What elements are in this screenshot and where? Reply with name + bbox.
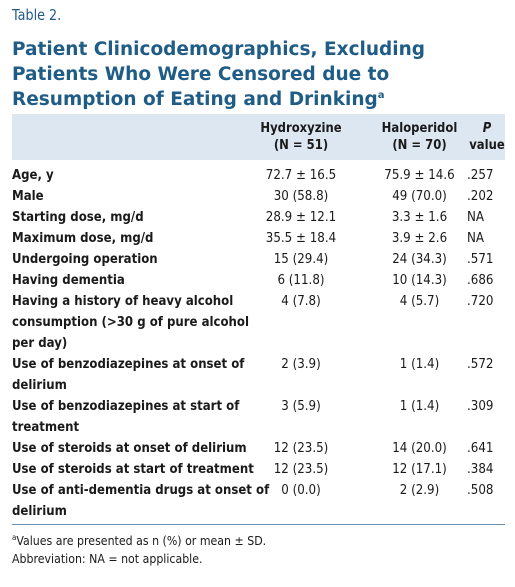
row-label-line: Having dementia bbox=[12, 272, 125, 288]
cell-haloperidol: 1 (1.4) bbox=[399, 356, 440, 372]
cell-p-value: .384 bbox=[467, 461, 494, 477]
cell-p-value: .508 bbox=[467, 482, 494, 498]
row-label: Age, y bbox=[12, 165, 220, 186]
table-row: Use of benzodiazepines at start of treatm… bbox=[12, 396, 505, 438]
row-label-line: Use of steroids at onset of delirium bbox=[12, 440, 247, 456]
row-label: Starting dose, mg/d bbox=[12, 207, 220, 228]
cell-p-value: NA bbox=[467, 230, 485, 246]
row-label-line: Age, y bbox=[12, 167, 54, 183]
cell-hydroxyzine: 0 (0.0) bbox=[281, 482, 321, 498]
cell-p-value: .571 bbox=[467, 251, 494, 267]
cell-p-value: .720 bbox=[467, 293, 494, 309]
row-label-line: delirium bbox=[12, 503, 67, 519]
cell-hydroxyzine: 28.9 ± 12.1 bbox=[265, 209, 337, 225]
row-label: Use of steroids at start of treatment bbox=[12, 459, 254, 480]
row-label-line: Male bbox=[12, 188, 44, 204]
cell-haloperidol: 4 (5.7) bbox=[399, 293, 440, 309]
row-label-line: Use of anti-dementia drugs at onset of bbox=[12, 482, 270, 498]
row-label: Undergoing operation bbox=[12, 249, 220, 270]
header-haloperidol-name: Haloperidol bbox=[381, 120, 458, 136]
header-hydroxyzine-name: Hydroxyzine bbox=[260, 120, 342, 136]
cell-hydroxyzine: 30 (58.8) bbox=[273, 188, 329, 204]
table-number: Table 2. bbox=[12, 6, 62, 24]
header-haloperidol-n: (N = 70) bbox=[392, 137, 447, 153]
header-haloperidol: Haloperidol (N = 70) bbox=[370, 120, 469, 154]
row-label-line: consumption (>30 g of pure alcohol bbox=[12, 314, 250, 330]
cell-haloperidol: 24 (34.3) bbox=[392, 251, 447, 267]
row-label-line: Undergoing operation bbox=[12, 251, 158, 267]
table-row: Use of anti-dementia drugs at onset of de… bbox=[12, 480, 505, 522]
footnote-values: aValues are presented as n (%) or mean ±… bbox=[12, 532, 266, 550]
cell-p-value: NA bbox=[467, 209, 485, 225]
row-label-line: treatment bbox=[12, 419, 80, 435]
row-label: Maximum dose, mg/d bbox=[12, 228, 220, 249]
row-label-line: Maximum dose, mg/d bbox=[12, 230, 154, 246]
table-row: Maximum dose, mg/d 35.5 ± 18.4 3.9 ± 2.6 NA bbox=[12, 228, 505, 249]
cell-hydroxyzine: 12 (23.5) bbox=[273, 440, 329, 456]
cell-hydroxyzine: 3 (5.9) bbox=[281, 398, 321, 414]
row-label-line: Having a history of heavy alcohol bbox=[12, 293, 234, 309]
cell-haloperidol: 49 (70.0) bbox=[392, 188, 447, 204]
row-label-line: Use of steroids at start of treatment bbox=[12, 461, 254, 477]
footnote-values-text: Values are presented as n (%) or mean ± … bbox=[16, 533, 267, 548]
table-row: Age, y 72.7 ± 16.5 75.9 ± 14.6 .257 bbox=[12, 165, 505, 186]
row-label-line: delirium bbox=[12, 377, 67, 393]
header-p-value: P value bbox=[468, 120, 506, 154]
cell-hydroxyzine: 4 (7.8) bbox=[281, 293, 321, 309]
cell-hydroxyzine: 35.5 ± 18.4 bbox=[265, 230, 337, 246]
cell-haloperidol: 2 (2.9) bbox=[399, 482, 440, 498]
cell-p-value: .686 bbox=[467, 272, 494, 288]
cell-haloperidol: 3.9 ± 2.6 bbox=[391, 230, 448, 246]
row-label: Use of benzodiazepines at onset of deliri… bbox=[12, 354, 245, 396]
footnote-divider bbox=[12, 524, 505, 525]
table-row: Use of benzodiazepines at onset of deliri… bbox=[12, 354, 505, 396]
table-title-text: Patient Clinicodemographics, Excluding P… bbox=[12, 39, 426, 110]
table-row: Use of steroids at start of treatment 12 … bbox=[12, 459, 505, 480]
cell-p-value: .572 bbox=[467, 356, 494, 372]
row-label: Use of steroids at onset of delirium bbox=[12, 438, 247, 459]
cell-hydroxyzine: 2 (3.9) bbox=[281, 356, 321, 372]
row-label-line: Use of benzodiazepines at start of bbox=[12, 398, 240, 414]
row-label-line: per day) bbox=[12, 335, 68, 351]
row-label-line: Starting dose, mg/d bbox=[12, 209, 144, 225]
cell-hydroxyzine: 12 (23.5) bbox=[273, 461, 329, 477]
cell-haloperidol: 3.3 ± 1.6 bbox=[391, 209, 448, 225]
cell-p-value: .309 bbox=[467, 398, 494, 414]
header-hydroxyzine: Hydroxyzine (N = 51) bbox=[254, 120, 349, 154]
header-p: P bbox=[482, 120, 492, 136]
cell-haloperidol: 14 (20.0) bbox=[392, 440, 447, 456]
table-row: Starting dose, mg/d 28.9 ± 12.1 3.3 ± 1.6 N… bbox=[12, 207, 505, 228]
footnote-mark: a bbox=[12, 532, 17, 542]
row-label-line: Use of benzodiazepines at onset of bbox=[12, 356, 245, 372]
table-row: Having a history of heavy alcohol consump… bbox=[12, 291, 505, 354]
table-row: Undergoing operation 15 (29.4) 24 (34.3) .5… bbox=[12, 249, 505, 270]
cell-p-value: .641 bbox=[467, 440, 494, 456]
row-label: Having a history of heavy alcohol consump… bbox=[12, 291, 250, 354]
cell-haloperidol: 10 (14.3) bbox=[392, 272, 447, 288]
cell-p-value: .202 bbox=[467, 188, 494, 204]
cell-hydroxyzine: 15 (29.4) bbox=[273, 251, 329, 267]
cell-haloperidol: 12 (17.1) bbox=[392, 461, 447, 477]
cell-p-value: .257 bbox=[467, 167, 494, 183]
row-label: Use of benzodiazepines at start of treatm… bbox=[12, 396, 240, 438]
header-value: value bbox=[469, 137, 505, 153]
table-row: Use of steroids at onset of delirium 12 (… bbox=[12, 438, 505, 459]
footnote-abbreviation: Abbreviation: NA = not applicable. bbox=[12, 551, 203, 566]
row-label: Having dementia bbox=[12, 270, 220, 291]
table-row: Having dementia 6 (11.8) 10 (14.3) .686 bbox=[12, 270, 505, 291]
table-row: Male 30 (58.8) 49 (70.0) .202 bbox=[12, 186, 505, 207]
row-label: Use of anti-dementia drugs at onset of de… bbox=[12, 480, 270, 522]
cell-haloperidol: 1 (1.4) bbox=[399, 398, 440, 414]
cell-hydroxyzine: 6 (11.8) bbox=[277, 272, 325, 288]
table-header: Hydroxyzine (N = 51) Haloperidol (N = 70… bbox=[12, 114, 505, 160]
title-footnote-mark: a bbox=[377, 89, 385, 101]
cell-hydroxyzine: 72.7 ± 16.5 bbox=[265, 167, 337, 183]
cell-haloperidol: 75.9 ± 14.6 bbox=[384, 167, 455, 183]
row-label: Male bbox=[12, 186, 220, 207]
header-hydroxyzine-n: (N = 51) bbox=[273, 137, 329, 153]
table-title: Patient Clinicodemographics, Excluding P… bbox=[12, 37, 512, 112]
table-body: Age, y 72.7 ± 16.5 75.9 ± 14.6 .257 Male 30 (… bbox=[12, 165, 505, 522]
